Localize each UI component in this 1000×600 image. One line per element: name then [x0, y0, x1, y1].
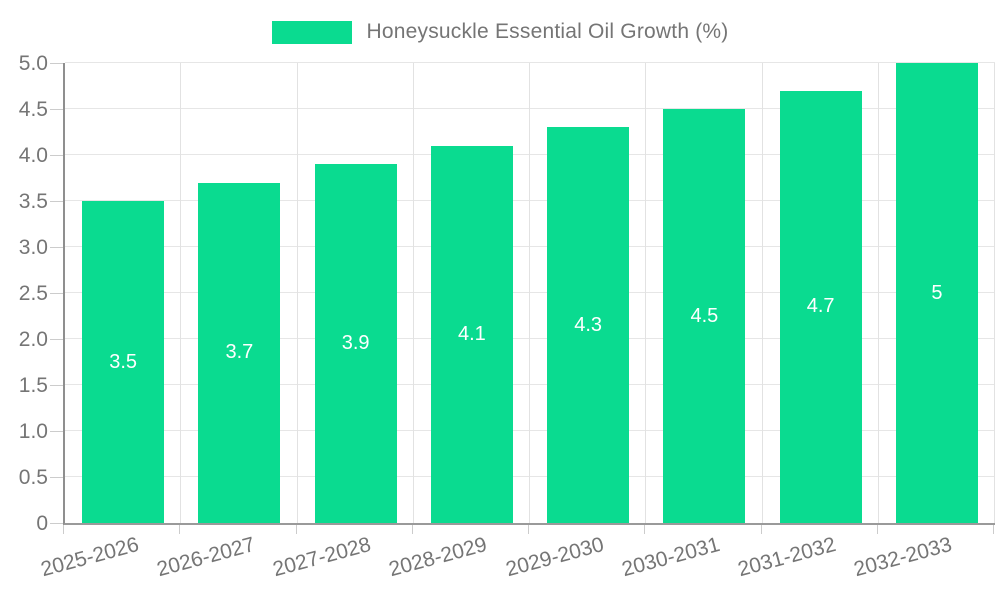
y-tick-mark: [50, 247, 63, 248]
x-tick-label: 2029-2030: [503, 533, 607, 582]
y-tick-label: 4.5: [18, 98, 48, 121]
bar-value-label: 3.9: [341, 332, 370, 355]
y-tick-mark: [50, 339, 63, 340]
y-tick-mark: [50, 477, 63, 478]
bar-value-label: 3.5: [109, 350, 138, 373]
legend-label: Honeysuckle Essential Oil Growth (%): [366, 20, 729, 43]
x-tick-mark: [993, 525, 994, 534]
bar-value-label: 4.1: [457, 322, 486, 345]
y-tick-label: 2.0: [18, 328, 48, 351]
y-tick-mark: [50, 201, 63, 202]
bar-value-label: 3.7: [225, 341, 254, 364]
x-tick-label: 2026-2027: [154, 533, 258, 582]
x-tick-label: 2031-2032: [735, 533, 839, 582]
y-tick-mark: [50, 385, 63, 386]
bar: 5: [895, 63, 978, 523]
y-tick-label: 5.0: [18, 52, 48, 75]
y-tick-mark: [50, 293, 63, 294]
legend: Honeysuckle Essential Oil Growth (%): [0, 20, 1000, 44]
gridline-horizontal: [65, 430, 995, 431]
bar: 4.7: [779, 90, 862, 523]
y-tick-label: 0.5: [18, 466, 48, 489]
bar: 3.5: [82, 201, 165, 523]
bar: 4.3: [547, 127, 630, 523]
gridline-vertical: [296, 63, 298, 523]
y-tick-mark: [50, 523, 63, 524]
gridline-horizontal: [65, 108, 995, 109]
gridline-horizontal: [65, 338, 995, 339]
y-tick-label: 1.5: [18, 374, 48, 397]
gridline-horizontal: [65, 200, 995, 201]
gridline-vertical: [761, 63, 763, 523]
y-tick-label: 0: [36, 512, 48, 535]
x-tick-mark: [63, 525, 64, 534]
y-tick-mark: [50, 63, 63, 64]
y-tick-mark: [50, 431, 63, 432]
plot-area: 3.5 3.7 3.9 4.1 4.3 4.5 4.7 5: [63, 62, 995, 525]
y-tick-label: 3.5: [18, 190, 48, 213]
x-tick-mark: [644, 525, 646, 534]
x-tick-mark: [295, 525, 297, 534]
bar-value-label: 5: [931, 281, 943, 304]
x-tick-mark: [876, 525, 878, 534]
gridline-horizontal: [65, 292, 995, 293]
y-tick-mark: [50, 109, 63, 110]
y-tick-label: 1.0: [18, 420, 48, 443]
x-tick-mark: [528, 525, 529, 534]
x-tick-label: 2032-2033: [851, 533, 955, 582]
bar-value-label: 4.7: [806, 295, 835, 318]
y-tick-mark: [50, 155, 63, 156]
gridline-vertical: [645, 63, 647, 523]
gridline-horizontal: [65, 384, 995, 385]
x-tick-label: 2030-2031: [619, 533, 723, 582]
x-tick-mark: [760, 525, 762, 534]
x-tick-mark: [411, 525, 413, 534]
y-tick-label: 3.0: [18, 236, 48, 259]
gridline-horizontal: [65, 476, 995, 477]
gridline-vertical: [877, 63, 879, 523]
x-tick-label: 2025-2026: [38, 533, 142, 582]
y-tick-label: 4.0: [18, 144, 48, 167]
x-tick-label: 2028-2029: [386, 533, 490, 582]
gridline-vertical: [529, 63, 530, 523]
gridline-vertical: [994, 63, 995, 523]
bar: 3.9: [314, 164, 397, 523]
gridline-vertical: [412, 63, 414, 523]
bar: 3.7: [198, 182, 281, 523]
x-tick-mark: [179, 525, 181, 534]
gridline-horizontal: [65, 246, 995, 247]
bar: 4.1: [430, 145, 513, 523]
legend-swatch: [271, 20, 352, 44]
bar: 4.5: [663, 109, 746, 523]
x-tick-label: 2027-2028: [270, 533, 374, 582]
gridline-horizontal: [65, 154, 995, 155]
y-tick-label: 2.5: [18, 282, 48, 305]
bar-value-label: 4.5: [690, 304, 719, 327]
gridline-horizontal: [65, 62, 995, 63]
gridline-vertical: [180, 63, 182, 523]
bar-value-label: 4.3: [574, 313, 603, 336]
